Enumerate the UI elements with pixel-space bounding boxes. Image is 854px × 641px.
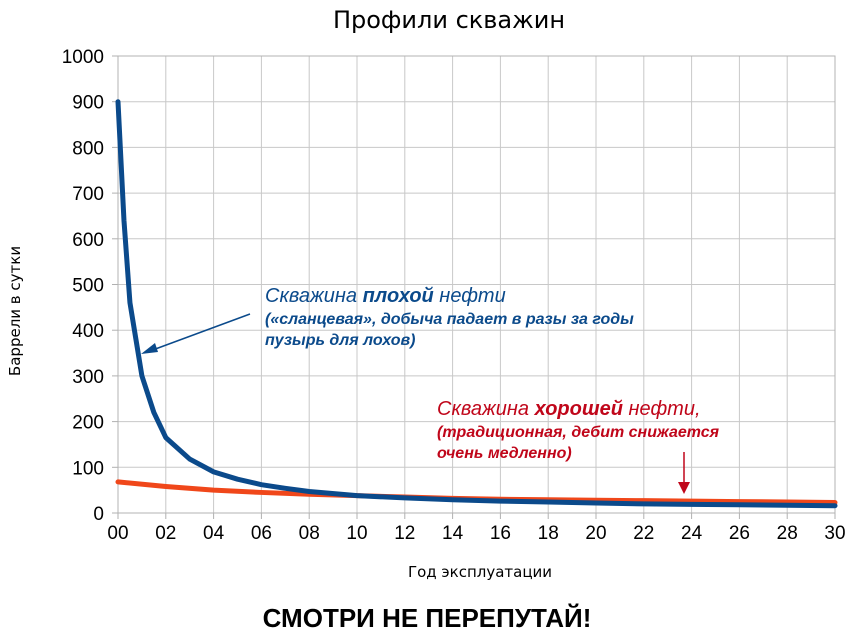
x-tick-label: 28 — [777, 523, 798, 544]
x-tick-label: 02 — [155, 523, 176, 544]
y-tick-label: 1000 — [62, 47, 104, 68]
good-well-desc-line1: (традиционная, дебит снижается — [437, 424, 720, 441]
bad-well-annotation: Скважина плохой нефти («сланцевая», добы… — [141, 285, 634, 354]
x-tick-label: 22 — [633, 523, 654, 544]
x-tick-label: 00 — [107, 523, 128, 544]
y-axis-title: Баррели в сутки — [6, 246, 24, 376]
x-tick-label: 24 — [681, 523, 703, 544]
plot-frame — [117, 55, 836, 514]
x-tick-label: 10 — [346, 523, 367, 544]
y-tick-label: 200 — [72, 413, 104, 434]
good-well-title: Скважина хорошей нефти, — [437, 398, 701, 420]
bad-well-arrowhead — [141, 343, 158, 354]
y-tick-label: 0 — [93, 504, 104, 525]
y-tick-label: 800 — [72, 138, 104, 159]
y-tick-label: 100 — [72, 458, 104, 479]
good-well-title-suffix: нефти, — [623, 398, 701, 420]
chart-title: Профили скважин — [333, 6, 565, 34]
x-tick-label: 16 — [490, 523, 511, 544]
x-tick-label: 30 — [824, 523, 845, 544]
y-tick-label: 500 — [72, 276, 104, 297]
bad-well-desc-line2: пузырь для лохов) — [265, 332, 416, 349]
y-tick-label: 600 — [72, 230, 104, 251]
series-line-bad-well — [115, 99, 838, 509]
y-tick-label: 300 — [72, 367, 104, 388]
bad-well-title-prefix: Скважина — [265, 285, 363, 307]
bad-well-desc-line1: («сланцевая», добыча падает в разы за го… — [265, 311, 634, 328]
x-tick-label: 26 — [729, 523, 750, 544]
y-tick-label: 400 — [72, 321, 104, 342]
axes — [112, 55, 836, 519]
good-well-title-prefix: Скважина — [437, 398, 535, 420]
x-tick-label: 20 — [585, 523, 606, 544]
bad-well-title-suffix: нефти — [434, 285, 506, 307]
x-tick-label: 12 — [394, 523, 415, 544]
bottom-caption: СМОТРИ НЕ ПЕРЕПУТАЙ! — [262, 603, 592, 633]
y-tick-label: 900 — [72, 93, 104, 114]
bad-well-title-bold: плохой — [363, 285, 434, 307]
x-tick-label: 04 — [203, 523, 225, 544]
good-well-arrowhead — [678, 482, 690, 494]
x-tick-label: 18 — [538, 523, 559, 544]
x-tick-label: 08 — [299, 523, 320, 544]
x-tick-label: 06 — [251, 523, 272, 544]
bad-well-arrow-line — [149, 313, 251, 352]
x-axis-title: Год эксплуатации — [408, 563, 552, 581]
series-lines — [115, 99, 838, 509]
y-tick-label: 700 — [72, 184, 104, 205]
x-tick-label: 14 — [442, 523, 464, 544]
tick-labels: 0 100 200 300 400 500 600 700 800 900 1000 00 02 04 06… — [62, 47, 846, 544]
good-well-title-bold: хорошей — [534, 398, 623, 420]
bad-well-title: Скважина плохой нефти — [265, 285, 506, 307]
good-well-desc-line2: очень медленно) — [437, 445, 572, 462]
good-well-annotation: Скважина хорошей нефти, (традиционная, д… — [437, 398, 720, 494]
